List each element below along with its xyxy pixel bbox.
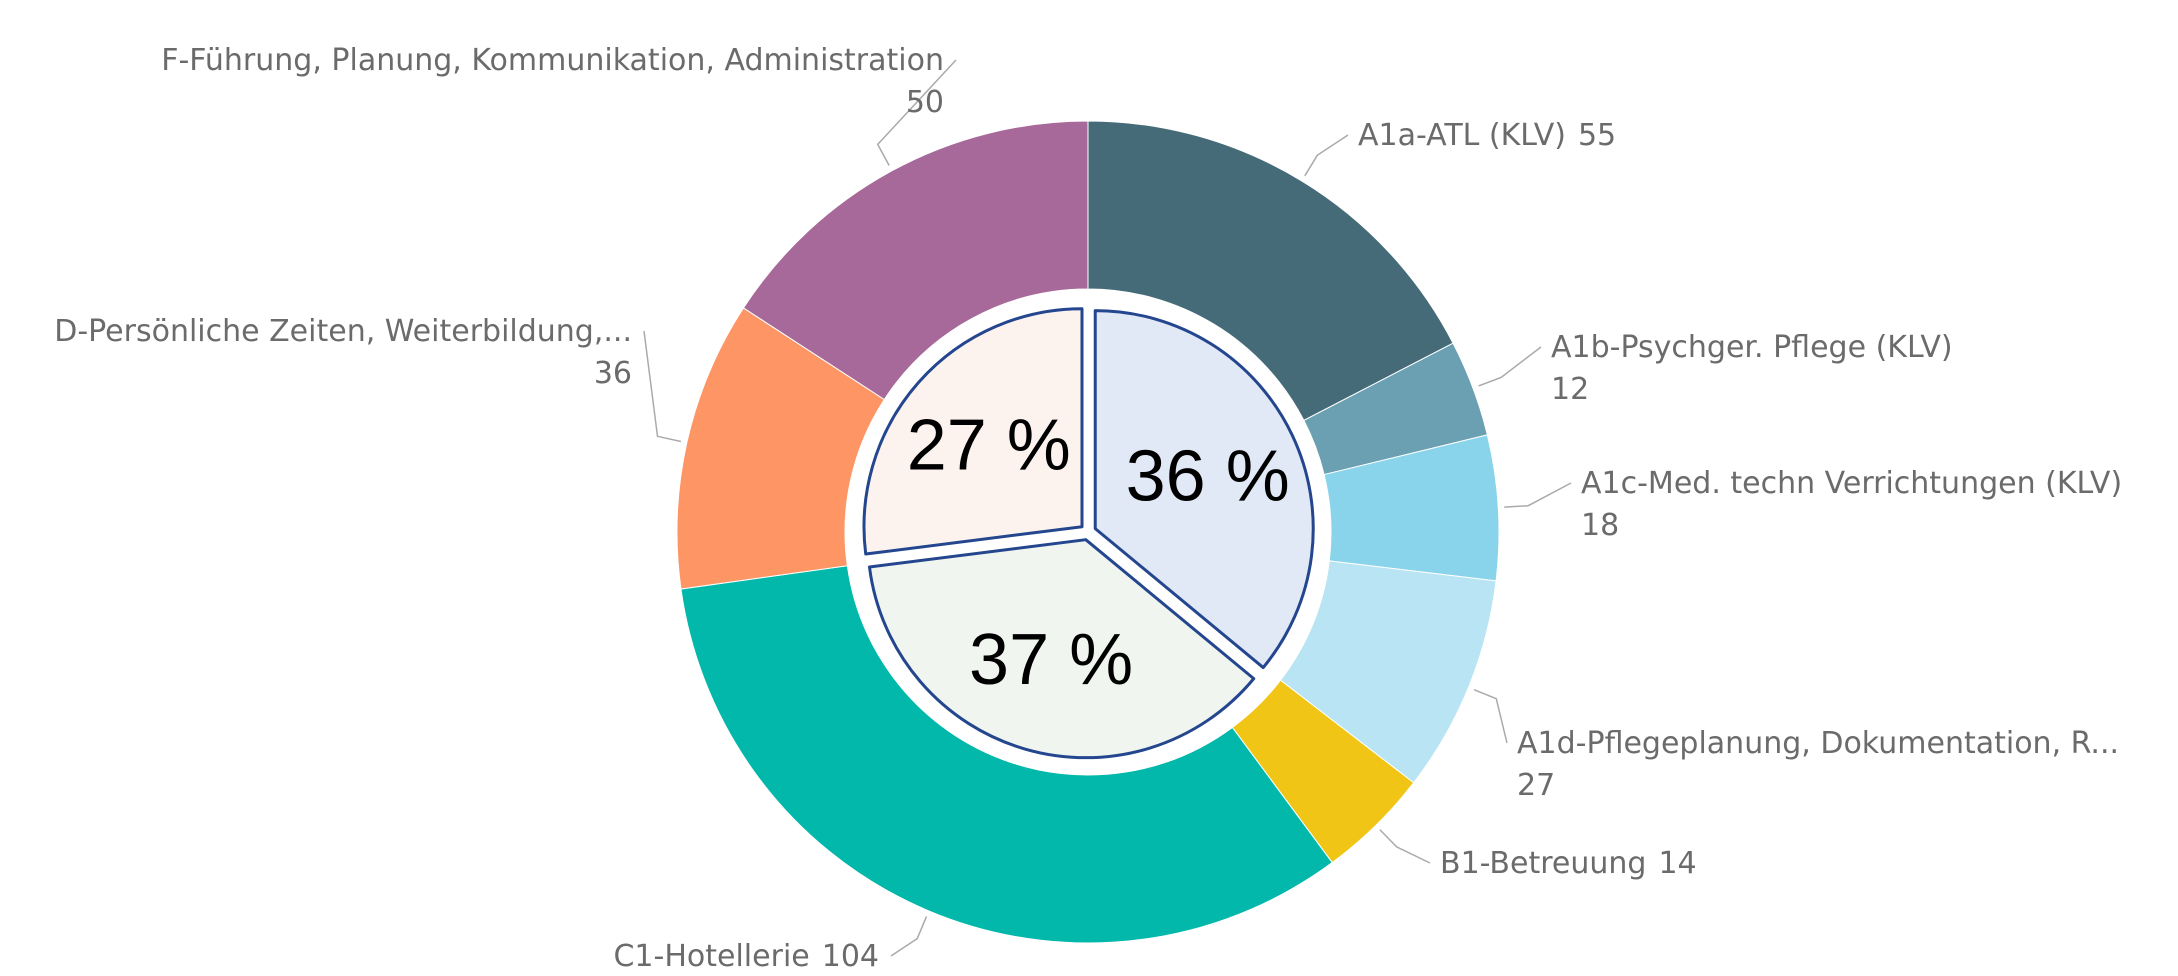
donut-slice [680, 565, 1333, 944]
slice-value: 50 [906, 85, 944, 120]
slice-value: 14 [1658, 846, 1696, 881]
donut-slice [1087, 120, 1454, 422]
slice-value: 18 [1581, 508, 1619, 543]
slice-label: A1c-Med. techn Verrichtungen (KLV) 18 [1581, 466, 2122, 543]
slice-value: 104 [822, 939, 879, 974]
slice-category: B1-Betreuung [1440, 846, 1646, 881]
leader-line [890, 916, 928, 957]
slice-category: A1c-Med. techn Verrichtungen (KLV) [1581, 466, 2122, 501]
inner-label: 37 % [969, 620, 1133, 700]
leader-line [876, 59, 957, 166]
slice-label: F-Führung, Planung, Kommunikation, Admin… [161, 43, 944, 120]
slice-category: D-Persönliche Zeiten, Weiterbildung,... [54, 314, 632, 349]
slice-label: A1a-ATL (KLV) 55 [1358, 118, 1616, 153]
leader-line [643, 330, 682, 443]
slice-category: A1d-Pflegeplanung, Dokumentation, R... [1517, 726, 2119, 761]
inner-label: 36 % [1126, 437, 1290, 517]
slice-value: 27 [1517, 768, 1555, 803]
leader-line [1473, 688, 1508, 744]
slice-label: D-Persönliche Zeiten, Weiterbildung,... 3… [54, 314, 632, 391]
inner-slice [867, 538, 1256, 760]
slice-category: C1-Hotellerie [613, 939, 809, 974]
slice-category: A1b-Psychger. Pflege (KLV) [1551, 330, 1953, 365]
slice-category: F-Führung, Planung, Kommunikation, Admin… [161, 43, 944, 78]
leader-line [1478, 346, 1542, 387]
inner-slice [862, 307, 1084, 556]
leader-line [1304, 134, 1349, 177]
slice-category: A1a-ATL (KLV) [1358, 118, 1566, 153]
slice-value: 55 [1578, 118, 1616, 153]
slice-label: C1-Hotellerie 104 [613, 939, 879, 974]
leader-line [1504, 482, 1572, 508]
slice-label: A1d-Pflegeplanung, Dokumentation, R... 27 [1517, 726, 2119, 803]
donut-slice [742, 120, 1089, 401]
slice-value: 12 [1551, 372, 1589, 407]
slice-label: A1b-Psychger. Pflege (KLV) 12 [1551, 330, 1953, 407]
slice-value: 36 [594, 356, 632, 391]
leader-line [1379, 829, 1431, 864]
slice-label: B1-Betreuung 14 [1440, 846, 1697, 881]
inner-slice [1093, 309, 1315, 670]
inner-label: 27 % [907, 406, 1071, 486]
